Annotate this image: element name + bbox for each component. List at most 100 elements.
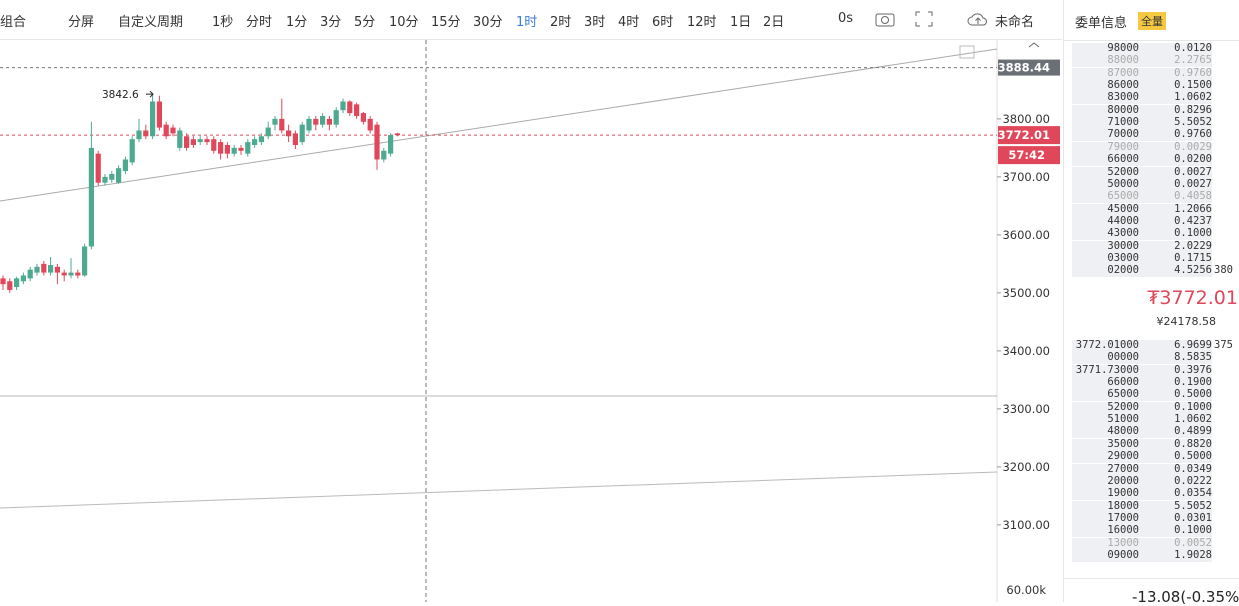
row-bg	[1072, 475, 1212, 488]
row-bg	[1072, 438, 1212, 451]
order-extra: 375	[1214, 339, 1233, 351]
period-tab[interactable]: 10分	[389, 15, 419, 30]
candle-body	[48, 265, 54, 273]
period-tab[interactable]: 3分	[320, 15, 342, 30]
y-tick-label: 3800.00	[1002, 112, 1050, 126]
order-amount: 0.1000	[1174, 227, 1212, 240]
order-amount: 0.0349	[1174, 462, 1212, 475]
period-tab[interactable]: 12时	[687, 15, 717, 30]
candle-body	[54, 266, 60, 273]
period-tab[interactable]: 3时	[584, 15, 606, 30]
period-tab[interactable]: 1时	[516, 15, 538, 30]
period-tab[interactable]: 1分	[286, 15, 308, 30]
cloud-icon[interactable]	[966, 10, 990, 28]
row-bg	[1072, 215, 1212, 228]
candle-body	[82, 246, 88, 276]
fullscreen-icon[interactable]	[914, 10, 934, 28]
order-row: 09000 1.9028	[1072, 548, 1239, 562]
order-amount: 0.9760	[1174, 66, 1212, 79]
candle-body	[27, 269, 33, 279]
order-amount: 0.0120	[1174, 42, 1212, 54]
order-amount: 0.0029	[1174, 140, 1212, 153]
order-price: 02000	[1107, 264, 1139, 277]
order-amount: 0.1500	[1174, 79, 1212, 92]
period-tab[interactable]: 4时	[618, 15, 640, 30]
camera-icon[interactable]	[874, 10, 896, 28]
order-row: 30000 2.0229	[1072, 240, 1239, 253]
annotation: 3842.6	[102, 89, 139, 101]
order-price: 45000	[1107, 202, 1139, 215]
row-bg	[1072, 191, 1212, 204]
order-row: 20000 0.0222	[1072, 475, 1239, 488]
order-price: 98000	[1107, 42, 1139, 54]
row-bg	[1072, 252, 1212, 265]
order-row: 98000 0.0120	[1072, 42, 1239, 55]
order-price: 44000	[1107, 214, 1139, 227]
y-tick-label: 3100.00	[1002, 518, 1050, 532]
order-amount: 1.0602	[1174, 91, 1212, 104]
order-price: 70000	[1107, 128, 1139, 141]
period-tab[interactable]: 分时	[246, 15, 273, 30]
candle-body	[381, 150, 387, 160]
order-price: 51000	[1107, 413, 1139, 426]
order-row: 79000 0.0029	[1072, 140, 1239, 154]
candle-body	[360, 113, 366, 122]
price-label: 3772.01	[998, 128, 1050, 142]
order-price: 66000	[1107, 376, 1139, 389]
candle-body	[7, 281, 13, 290]
candle-body	[238, 147, 244, 151]
order-amount: 0.5000	[1174, 388, 1212, 401]
row-bg	[1072, 92, 1212, 105]
order-price: 09000	[1107, 548, 1139, 561]
candle-body	[177, 130, 183, 148]
candle-body	[170, 127, 176, 134]
candle-body	[333, 110, 339, 125]
period-tab[interactable]: 组合	[0, 15, 27, 30]
order-row: 45000 1.2066	[1072, 202, 1239, 216]
order-book-title: 委单信息	[1075, 16, 1128, 31]
order-price: 17000	[1107, 511, 1139, 524]
row-bg	[1072, 43, 1212, 55]
candle-body	[163, 124, 169, 137]
order-amount: 0.8820	[1174, 437, 1212, 450]
order-amount: 0.0200	[1174, 153, 1212, 166]
y-tick-label: 3500.00	[1002, 286, 1050, 300]
y-tick-label: 3300.00	[1002, 402, 1050, 416]
order-amount: 0.1000	[1174, 400, 1212, 413]
period-tab[interactable]: 2时	[550, 15, 572, 30]
period-tab[interactable]: 1秒	[212, 15, 234, 30]
order-row: 3772.01000 6.9699 375	[1072, 339, 1239, 352]
order-price: 3771.73000	[1075, 363, 1139, 376]
order-amount: 1.9028	[1174, 548, 1212, 561]
change: -13.08(-0.35%	[1132, 588, 1239, 606]
timer[interactable]: 0s	[838, 11, 854, 26]
order-price: 03000	[1107, 251, 1139, 264]
row-bg	[1072, 129, 1212, 142]
order-row: 18000 5.5052	[1072, 500, 1239, 513]
period-tab[interactable]: 1日	[730, 15, 752, 30]
order-amount: 1.0602	[1174, 413, 1212, 426]
layout-name[interactable]: 未命名	[995, 15, 1035, 30]
countdown-bg	[998, 146, 1060, 165]
row-bg	[1072, 401, 1212, 414]
order-price: 71000	[1107, 116, 1139, 129]
candle-body	[122, 159, 128, 172]
order-amount: 0.0052	[1174, 536, 1212, 549]
period-tab[interactable]: 15分	[431, 15, 461, 30]
candle-body	[41, 263, 47, 273]
period-tab[interactable]: 5分	[354, 15, 376, 30]
period-tab[interactable]: 分屏	[68, 15, 95, 30]
badge[interactable]: 全量	[1138, 12, 1166, 30]
trend-line	[0, 471, 998, 509]
row-bg	[1072, 488, 1212, 501]
order-amount: 0.0301	[1174, 511, 1212, 524]
period-tab[interactable]: 2日	[763, 15, 785, 30]
candle-body	[367, 118, 373, 131]
candle-body	[245, 142, 251, 154]
period-tab[interactable]: 30分	[473, 15, 503, 30]
order-row: 65000 0.4058	[1072, 190, 1239, 204]
period-tab[interactable]: 自定义周期	[118, 15, 184, 30]
candle-body	[313, 118, 319, 125]
period-tab[interactable]: 6时	[652, 15, 674, 30]
